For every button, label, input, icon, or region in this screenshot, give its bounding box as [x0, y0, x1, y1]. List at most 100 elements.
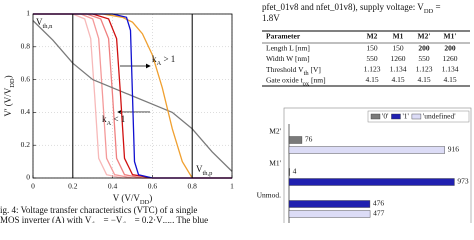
x-tick-label: 0 — [31, 182, 35, 191]
annotation: Vth,n — [36, 17, 53, 30]
subscript: A — [107, 120, 112, 127]
y-axis-label: V' (V/VDD) — [3, 75, 16, 116]
annotation: kA < 1 — [102, 114, 125, 127]
subscript: th,p — [122, 221, 132, 223]
subscript: DD — [140, 199, 150, 206]
bar — [288, 136, 303, 144]
vtc-curve — [33, 13, 232, 179]
table-cell: Width W [nm] — [266, 54, 310, 63]
bar-value-label: 916 — [448, 145, 460, 154]
y-tick-label: 0.2 — [21, 140, 31, 149]
table-cell: 4.15 — [391, 75, 404, 84]
category-label: Unmod. — [257, 191, 282, 200]
table-cell: 550 — [366, 54, 378, 63]
table-header: M2' — [418, 32, 431, 41]
legend-label: 'undefined' — [423, 112, 456, 121]
text-run: > 1 — [161, 54, 175, 64]
legend-swatch — [370, 113, 381, 120]
table-cell: 1.134 — [390, 65, 407, 74]
x-tick-label: 0.2 — [68, 182, 78, 191]
subscript: DD — [9, 78, 16, 88]
subscript: DD — [424, 8, 434, 15]
table-cell: 1.123 — [416, 65, 433, 74]
subscript: DD — [163, 221, 173, 223]
x-tick-label: 1 — [230, 182, 234, 191]
y-tick-label: 0.6 — [21, 74, 31, 83]
text-run: MOS inverter (A) with V — [0, 215, 92, 223]
body-text: pfet_01v8 and nfet_01v8), supply voltage… — [262, 2, 441, 15]
table-cell: 200 — [418, 44, 430, 53]
table-cell: 1.123 — [364, 65, 381, 74]
x-tick-label: 0.6 — [148, 182, 158, 191]
table-cell: Gate oxide tox [nm] — [266, 75, 326, 87]
caption-line: ig. 4: Voltage transfer characteristics … — [0, 205, 197, 215]
bar — [288, 210, 371, 218]
x-tick-label: 0.8 — [188, 182, 198, 191]
text-run: ) — [3, 75, 13, 78]
bar — [288, 168, 290, 176]
table-cell: 150 — [366, 44, 378, 53]
table-header: M1 — [393, 32, 404, 41]
text-run: ig. 4: Voltage transfer characteristics … — [0, 205, 197, 215]
table-header: M2 — [367, 32, 378, 41]
legend-label: '1' — [402, 112, 409, 121]
body-text: 1.8V — [262, 13, 280, 23]
subscript: th,n — [43, 23, 54, 30]
subscript: A — [157, 60, 162, 67]
bar — [288, 146, 445, 154]
text-run: = — [433, 2, 440, 12]
text-run: = 0.2·V — [132, 215, 163, 223]
bar-value-label: 476 — [373, 199, 385, 208]
bar-value-label: 477 — [373, 209, 385, 218]
subscript: th — [304, 70, 310, 77]
table-cell: 1260 — [391, 54, 406, 63]
y-tick-label: 0 — [26, 173, 30, 182]
annotation: kA > 1 — [152, 54, 175, 67]
subscript: th,p — [203, 170, 213, 177]
text-run: k — [102, 114, 107, 124]
x-axis-label: V (V/VDD) — [113, 193, 152, 206]
y-tick-label: 1 — [26, 9, 30, 18]
vtc-curve — [33, 13, 232, 179]
plot-frame — [32, 13, 233, 179]
text-run: V — [36, 17, 43, 27]
annotation: Vth,p — [196, 164, 212, 177]
bar-chart-frame — [283, 107, 472, 223]
text-run: [nm] — [309, 75, 325, 84]
table-cell: 550 — [418, 54, 430, 63]
table-cell: 1260 — [443, 54, 458, 63]
category-label: M2' — [269, 127, 281, 136]
table-cell: 4.15 — [443, 75, 456, 84]
text-run: = −V — [101, 215, 123, 223]
bar-value-label: 76 — [305, 135, 313, 144]
text-run: pfet_01v8 and nfet_01v8), supply voltage… — [262, 2, 424, 12]
bar — [288, 200, 371, 208]
vtc-curve — [33, 13, 232, 179]
table-cell: Length L [nm] — [266, 44, 310, 53]
y-tick-label: 0.8 — [21, 42, 31, 51]
subscript: th,n — [91, 221, 102, 223]
table-cell: 4.15 — [417, 75, 430, 84]
text-run: V' (V/V — [3, 87, 13, 116]
text-run: 1.8V — [262, 13, 280, 23]
table-header: Parameter — [266, 32, 301, 41]
text-run: k — [152, 54, 157, 64]
text-run: V — [196, 164, 203, 174]
text-run: . The blue — [172, 215, 208, 223]
text-run: ) — [149, 193, 152, 203]
vtc-curve — [33, 13, 232, 179]
vtc-curve — [33, 13, 232, 179]
table-cell: 4.15 — [365, 75, 378, 84]
text-run: Threshold V — [266, 65, 304, 74]
subscript: ox — [303, 80, 310, 87]
legend-swatch — [391, 113, 401, 120]
text-run: V (V/V — [113, 193, 141, 203]
bar-value-label: 973 — [457, 177, 469, 186]
text-run: [V] — [309, 65, 321, 74]
caption-line: MOS inverter (A) with Vth,n = −Vth,p = 0… — [0, 215, 208, 223]
y-tick-label: 0.4 — [21, 107, 31, 116]
text-run: < 1 — [111, 114, 125, 124]
bar-value-label: 4 — [293, 167, 297, 176]
table-cell: 1.134 — [442, 65, 459, 74]
table-cell: 150 — [392, 44, 404, 53]
